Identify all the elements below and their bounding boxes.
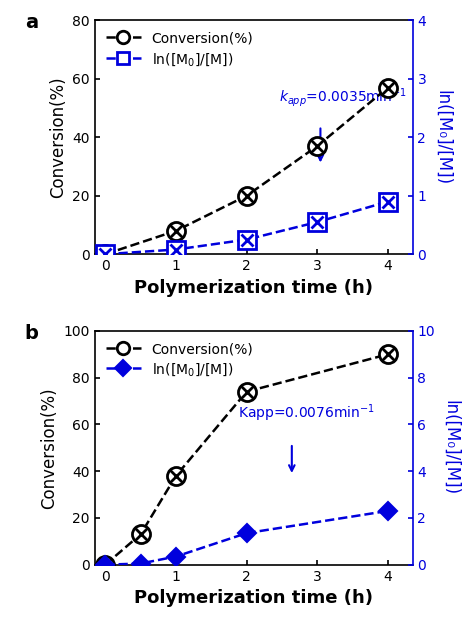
Legend: Conversion(%), ln([M$_0$]/[M]): Conversion(%), ln([M$_0$]/[M]) (101, 27, 257, 72)
Y-axis label: Conversion(%): Conversion(%) (49, 76, 67, 198)
Text: Kapp=0.0076min$^{-1}$: Kapp=0.0076min$^{-1}$ (238, 403, 375, 424)
Y-axis label: Conversion(%): Conversion(%) (40, 387, 58, 509)
Y-axis label: ln([M₀]/[M]): ln([M₀]/[M]) (442, 401, 460, 496)
Text: b: b (25, 324, 39, 343)
X-axis label: Polymerization time (h): Polymerization time (h) (134, 589, 373, 607)
Legend: Conversion(%), ln([M$_0$]/[M]): Conversion(%), ln([M$_0$]/[M]) (101, 338, 257, 383)
Text: $k_{app}$=0.0035min$^{-1}$: $k_{app}$=0.0035min$^{-1}$ (279, 86, 407, 109)
X-axis label: Polymerization time (h): Polymerization time (h) (134, 279, 373, 297)
Y-axis label: ln([M₀]/[M]): ln([M₀]/[M]) (433, 90, 451, 185)
Text: a: a (25, 14, 38, 32)
